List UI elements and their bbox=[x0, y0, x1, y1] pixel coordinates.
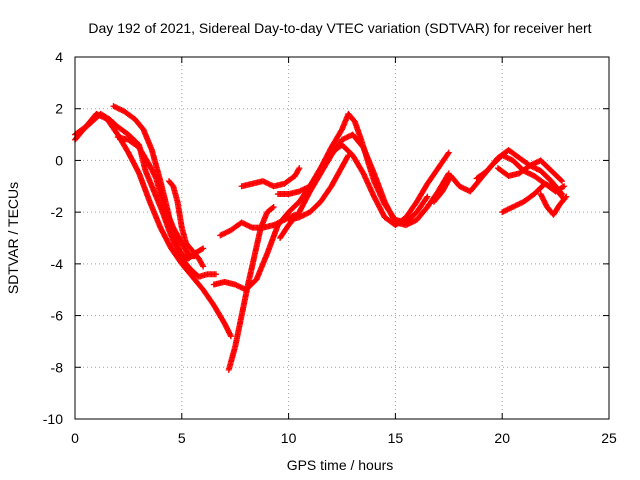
x-tick-label: 0 bbox=[71, 430, 79, 446]
y-tick-label: -6 bbox=[51, 308, 64, 324]
x-tick-label: 25 bbox=[601, 430, 617, 446]
y-axis-label: SDTVAR / TECUs bbox=[5, 182, 21, 294]
series-arc-4 bbox=[114, 134, 198, 260]
data-point bbox=[559, 184, 566, 191]
series-arc-12 bbox=[285, 152, 352, 223]
y-tick-label: -8 bbox=[51, 359, 64, 375]
data-point bbox=[269, 204, 276, 211]
series-arc-8 bbox=[225, 203, 277, 373]
grid-lines bbox=[75, 57, 609, 419]
data-point bbox=[563, 193, 570, 200]
data-point bbox=[270, 203, 277, 210]
data-point bbox=[198, 246, 205, 253]
y-tick-label: -4 bbox=[51, 256, 64, 272]
plot-frame bbox=[74, 56, 610, 420]
data-point bbox=[424, 193, 431, 200]
data-point bbox=[200, 245, 207, 252]
data-point bbox=[345, 152, 352, 159]
series-arc-9 bbox=[238, 165, 303, 190]
series-arc-15 bbox=[494, 157, 566, 185]
data-point bbox=[344, 153, 351, 160]
chart-title: Day 192 of 2021, Sidereal Day-to-day VTE… bbox=[88, 20, 591, 36]
y-tick-label: -2 bbox=[51, 204, 64, 220]
y-tick-label: 0 bbox=[55, 152, 63, 168]
x-tick-label: 5 bbox=[178, 430, 186, 446]
data-point bbox=[199, 262, 206, 269]
data-point bbox=[558, 177, 565, 184]
series-arc-17 bbox=[537, 191, 570, 218]
data-point bbox=[559, 178, 566, 185]
data-point bbox=[296, 165, 303, 172]
x-tick-label: 15 bbox=[388, 430, 404, 446]
data-point bbox=[423, 194, 430, 201]
axis-ticks: 0 5 10 15 20 25 -10 -8 -6 -4 -2 0 2 4 bbox=[43, 49, 617, 446]
series-arc-5 bbox=[165, 178, 207, 270]
data-series bbox=[72, 103, 570, 373]
data-point bbox=[200, 263, 207, 270]
x-axis-label: GPS time / hours bbox=[287, 457, 394, 473]
x-tick-label: 10 bbox=[281, 430, 297, 446]
data-point bbox=[227, 333, 234, 340]
y-tick-label: -10 bbox=[43, 411, 63, 427]
data-point bbox=[444, 150, 451, 157]
series-arc-14 bbox=[473, 147, 566, 198]
data-point bbox=[295, 166, 302, 173]
y-tick-label: 2 bbox=[55, 101, 63, 117]
data-point bbox=[212, 271, 219, 278]
data-point bbox=[445, 149, 452, 156]
data-point bbox=[562, 194, 569, 201]
y-tick-label: 4 bbox=[55, 49, 63, 65]
data-point bbox=[561, 183, 568, 190]
x-tick-label: 20 bbox=[494, 430, 510, 446]
